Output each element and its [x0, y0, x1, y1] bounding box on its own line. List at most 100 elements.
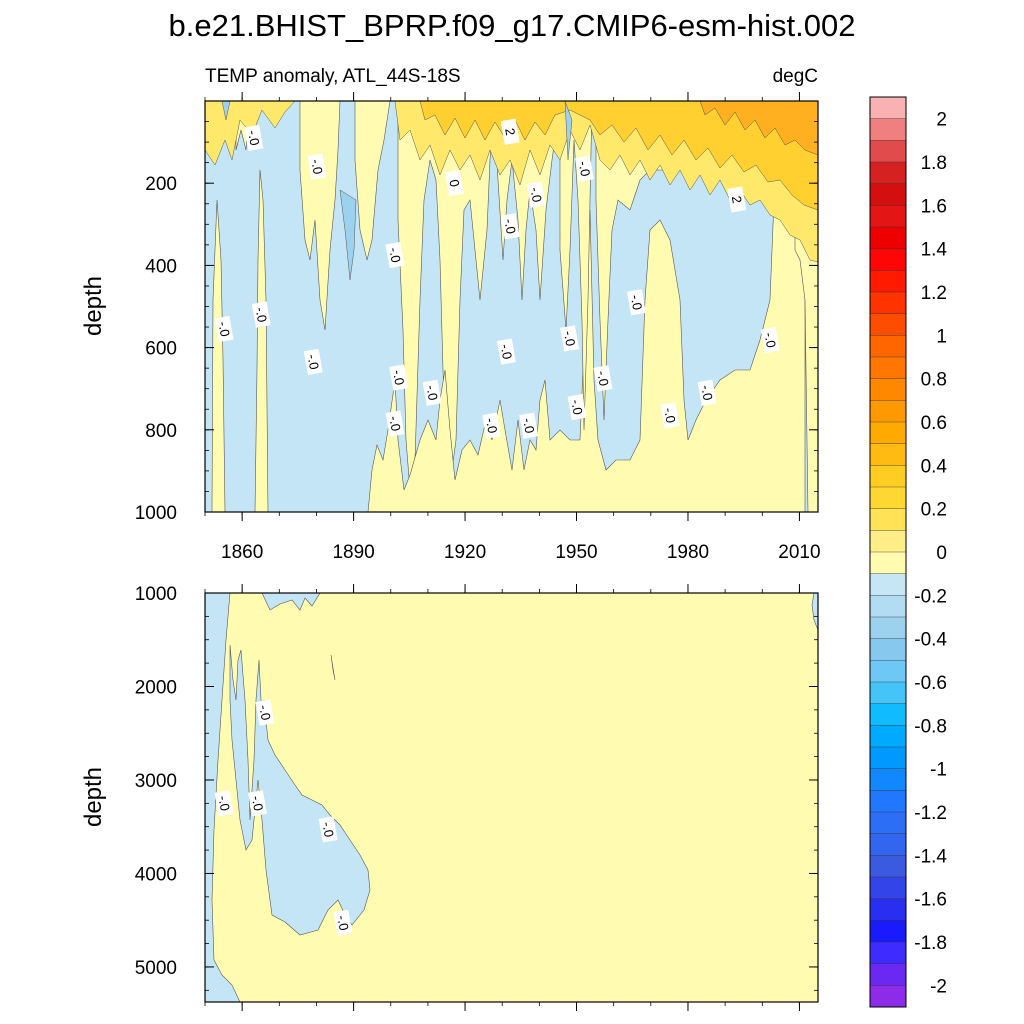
contour-label-box — [389, 364, 409, 391]
contour-label-text: -.0 — [423, 384, 440, 402]
colorbar-label: 1.4 — [921, 240, 948, 261]
contour-label-text: -.0 — [527, 186, 544, 204]
lower-contour-labels: -.0 -.0 -.0 -.0 -.0 — [214, 699, 353, 937]
contour-label: -.0 — [496, 338, 516, 365]
upper-cold-streak-3 — [221, 101, 231, 121]
y-tick-label: 3000 — [135, 771, 177, 792]
colorbar-swatch — [869, 118, 907, 141]
colorbar-label: -0.8 — [914, 716, 947, 737]
contour-label: -.0 — [214, 790, 234, 817]
colorbar-label: -2 — [930, 976, 947, 997]
colorbar-swatch — [869, 140, 907, 163]
colorbar-label: -1.6 — [914, 890, 947, 911]
contour-label-text: -.0 — [483, 417, 500, 435]
contour-label-text: -.0 — [215, 794, 232, 812]
colorbar-swatch — [869, 205, 907, 228]
contour-label-text: -.0 — [561, 330, 578, 348]
colorbar-swatch — [869, 876, 907, 900]
colorbar-swatch — [869, 963, 907, 986]
contour-label: -.0 — [214, 315, 234, 343]
colorbar-swatch — [869, 898, 907, 921]
contour-label-box — [760, 326, 780, 354]
contour-label-box — [248, 790, 267, 817]
contour-label: -.0 — [560, 325, 580, 352]
y-tick-label: 600 — [145, 339, 177, 360]
contour-label: -.0 — [760, 326, 780, 354]
colorbar-swatch — [869, 985, 907, 1008]
contour-label: -.0 — [526, 181, 546, 208]
colorbar-swatch — [869, 421, 907, 445]
contour-label: -.0 — [244, 124, 264, 152]
upper-warm-band-4 — [699, 101, 818, 156]
contour-label-box — [444, 169, 464, 197]
contour-label-box — [727, 186, 747, 213]
colorbar-swatch — [869, 530, 907, 553]
contour-label-box — [214, 790, 234, 817]
contour-label-text: -.0 — [498, 343, 515, 361]
contour-label: -.0 — [333, 909, 353, 937]
contour-label: -.0 — [389, 364, 409, 391]
colorbar-swatch — [869, 96, 907, 120]
contour-label-text: -.0 — [594, 370, 611, 388]
colorbar-swatch — [869, 270, 907, 293]
colorbar-swatch — [869, 790, 907, 813]
x-tick-label: 2010 — [778, 542, 820, 563]
lower-panel: 1000 2000 3000 4000 5000 -.0 -.0 -.0 -.0 -.0 dep… — [80, 584, 819, 1011]
x-tick-label: 1950 — [555, 542, 597, 563]
contour-label-box — [500, 118, 520, 145]
contour-label-text: -.0 — [334, 914, 351, 932]
colorbar-label: -1 — [930, 760, 947, 781]
contour-label-box — [333, 909, 353, 937]
colorbar-label: -0.2 — [914, 586, 947, 607]
colorbar-label: 1.6 — [921, 196, 947, 217]
lower-ylabel: depth — [80, 767, 107, 827]
colorbar-label: 0.6 — [921, 413, 947, 434]
colorbar-swatch — [869, 941, 907, 965]
contour-label-text: -.0 — [501, 217, 518, 235]
contour-label-box — [519, 412, 539, 439]
colorbar-swatch — [869, 226, 907, 250]
colorbar-label: -0.4 — [914, 630, 947, 651]
contour-label-box — [482, 412, 502, 439]
contour-label-box — [593, 365, 613, 392]
upper-panel: 200 400 600 800 1000 1860 1890 1920 1950 1980 2010… — [80, 92, 821, 563]
x-tick-label: 1920 — [444, 542, 486, 563]
contour-label-text: -.0 — [386, 246, 403, 264]
lower-negative-sliver — [330, 654, 336, 681]
colorbar-swatch — [869, 465, 907, 488]
colorbar-label: 2 — [936, 110, 947, 131]
colorbar-swatch — [869, 291, 907, 315]
upper-field — [205, 101, 818, 512]
contour-label-text: -.0 — [576, 160, 593, 178]
contour-label-text: -.0 — [319, 821, 336, 839]
colorbar-swatch — [869, 768, 907, 791]
contour-label-box — [626, 289, 646, 316]
colorbar-swatch — [869, 660, 907, 683]
contour-label: -.0 — [519, 412, 539, 439]
colorbar-swatch — [869, 811, 907, 835]
lower-negative-right-edge — [811, 593, 818, 631]
contour-label: 2 — [727, 186, 747, 213]
contour-label-box — [496, 338, 516, 365]
colorbar-swatch — [869, 725, 907, 748]
lower-negative-top-blob — [261, 593, 321, 611]
contour-label-text: 2 — [502, 127, 518, 137]
colorbar-swatch — [869, 183, 907, 206]
contour-label-box — [385, 410, 405, 437]
upper-positive-region-left — [205, 101, 269, 512]
y-tick-label: 5000 — [135, 958, 177, 979]
colorbar-label: -1.4 — [914, 846, 947, 867]
colorbar-swatch — [869, 486, 907, 510]
contour-label-text: -.0 — [308, 158, 325, 176]
contour-label-text: -.0 — [520, 417, 537, 435]
contour-label-box — [422, 379, 442, 406]
colorbar-swatch — [869, 443, 907, 466]
contour-label: -.0 — [567, 393, 587, 421]
contour-label: -.0 — [574, 155, 594, 182]
contour-label-box — [255, 699, 275, 726]
chart-title: b.e21.BHIST_BPRP.f09_g17.CMIP6-esm-hist.… — [169, 8, 856, 43]
colorbar-swatch — [869, 595, 907, 618]
colorbar-label: -0.6 — [914, 673, 947, 694]
colorbar-label: -1.8 — [914, 933, 947, 954]
